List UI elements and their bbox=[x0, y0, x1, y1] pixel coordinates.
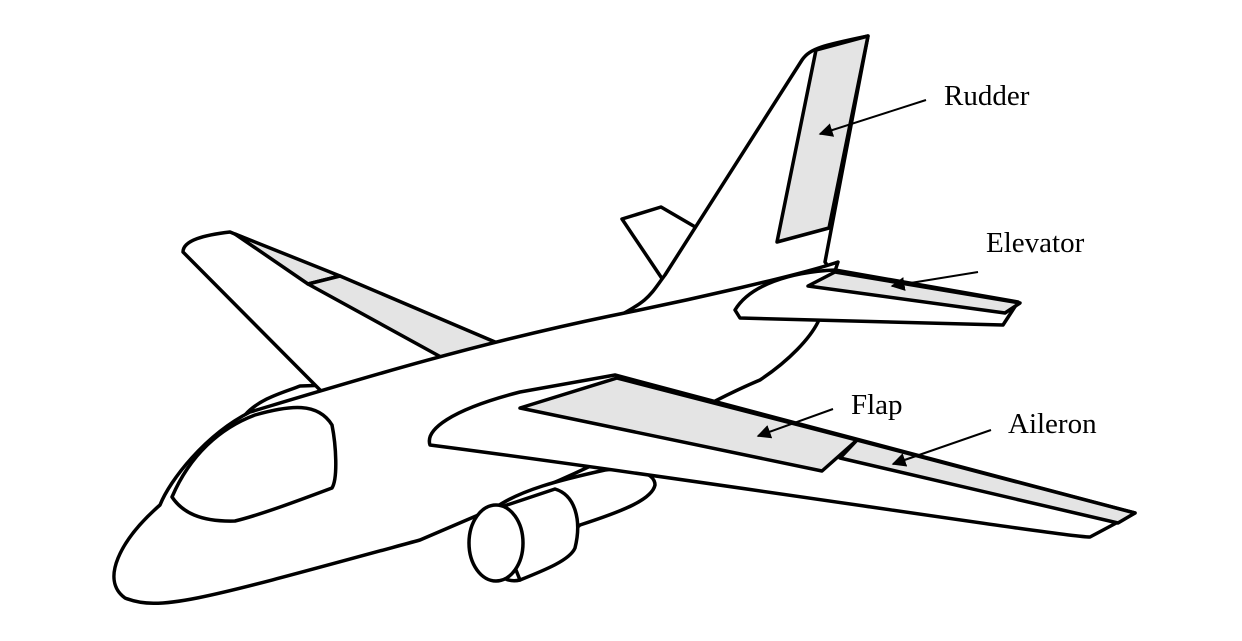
engine-intake bbox=[467, 503, 525, 583]
flap-label: Flap bbox=[851, 389, 903, 421]
elevator-label: Elevator bbox=[986, 227, 1085, 259]
aileron-label: Aileron bbox=[1008, 408, 1097, 440]
aileron-pointer bbox=[891, 429, 992, 467]
rudder-label: Rudder bbox=[944, 80, 1030, 112]
right-aileron bbox=[838, 438, 1137, 525]
rudder-pointer bbox=[818, 99, 927, 137]
elevator bbox=[806, 270, 1022, 315]
rudder bbox=[775, 34, 870, 244]
left-wing bbox=[181, 230, 504, 397]
cockpit-canopy bbox=[170, 405, 338, 523]
flap-pointer bbox=[756, 408, 834, 439]
elevator-pointer bbox=[890, 271, 979, 291]
